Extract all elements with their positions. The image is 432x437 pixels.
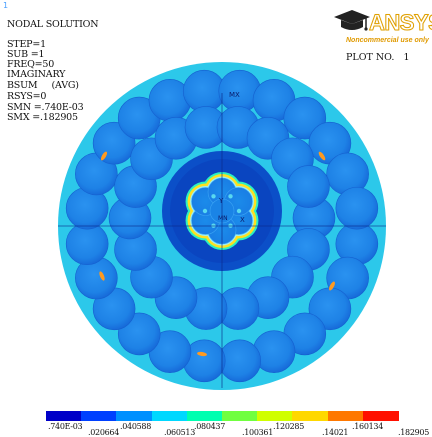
legend-line: BSUM (AVG)	[7, 80, 79, 91]
color-bar-segment	[362, 411, 399, 421]
scale-bottom-label: .060513	[164, 428, 195, 437]
core-gap	[236, 208, 242, 214]
logo-wordmark: ANSYS	[368, 10, 432, 36]
scale-top-label: .040588	[120, 422, 151, 431]
scale-top-label: .160134	[352, 422, 383, 431]
contour-plot: MX MN Y X	[58, 62, 386, 390]
x-axis-label: X	[240, 216, 245, 224]
scale-top-label: .740E-03	[48, 422, 83, 431]
color-bar-segment	[257, 411, 294, 421]
color-bar-segment	[292, 411, 329, 421]
color-bar-segment	[46, 411, 82, 421]
legend-line: IMAGINARY	[7, 69, 66, 80]
y-axis-label: Y	[218, 197, 224, 205]
hot-spot	[100, 151, 108, 161]
logo-subtitle: Noncommercial use only	[346, 37, 429, 44]
legend-line: SMX =.182905	[7, 112, 78, 123]
legend-line: SUB =1	[7, 49, 45, 60]
contour-color-bar	[46, 411, 399, 421]
legend-line: NODAL SOLUTION	[7, 19, 99, 30]
color-bar-segment	[186, 411, 223, 421]
color-bar-segment	[222, 411, 258, 421]
color-bar-segment	[327, 411, 364, 421]
middle-strand-layer	[108, 106, 336, 330]
min-marker: MN	[218, 215, 228, 222]
scale-bottom-label: .100361	[242, 428, 273, 437]
graduation-cap-icon	[334, 10, 370, 31]
scale-top-label: .080437	[194, 422, 225, 431]
core-gap	[211, 194, 216, 199]
scale-top-label: .120285	[273, 422, 304, 431]
legend-line: STEP=1	[7, 39, 46, 50]
scale-bottom-label: .020664	[88, 428, 119, 437]
scale-bottom-label: .14021	[322, 428, 349, 437]
middle-strand	[287, 165, 330, 208]
legend-line: FREQ=50	[7, 59, 55, 70]
hot-spot	[329, 281, 335, 291]
hot-spot	[197, 351, 207, 357]
color-bar-segment	[116, 411, 153, 421]
plot-number: PLOT NO. 1	[346, 52, 410, 63]
ansys-logo: ANSYS Noncommercial use only	[332, 8, 432, 50]
color-bar-segment	[81, 411, 118, 421]
hot-spot	[99, 271, 105, 281]
window-number: 1	[3, 1, 9, 10]
color-bar-segment	[151, 411, 188, 421]
outer-strand	[335, 186, 379, 230]
core-gap	[202, 208, 208, 214]
hot-spot	[318, 151, 326, 161]
outer-strand-layer	[65, 69, 379, 383]
scale-bottom-label: .182905	[398, 428, 429, 437]
core-gap	[228, 194, 233, 199]
max-marker: MX	[229, 91, 240, 99]
legend-line: SMN =.740E-03	[7, 102, 84, 113]
legend-line: RSYS=0	[7, 91, 47, 102]
